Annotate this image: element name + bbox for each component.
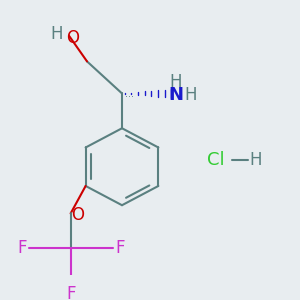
Text: O: O (71, 206, 84, 224)
Text: Cl: Cl (207, 151, 225, 169)
Text: H: H (170, 73, 182, 91)
Text: O: O (67, 28, 80, 46)
Text: H: H (51, 25, 63, 43)
Text: N: N (169, 86, 184, 104)
Text: ...: ... (125, 89, 134, 99)
Text: H: H (250, 151, 262, 169)
Text: F: F (115, 239, 124, 257)
Text: F: F (17, 239, 26, 257)
Text: H: H (185, 86, 197, 104)
Text: F: F (66, 285, 75, 300)
